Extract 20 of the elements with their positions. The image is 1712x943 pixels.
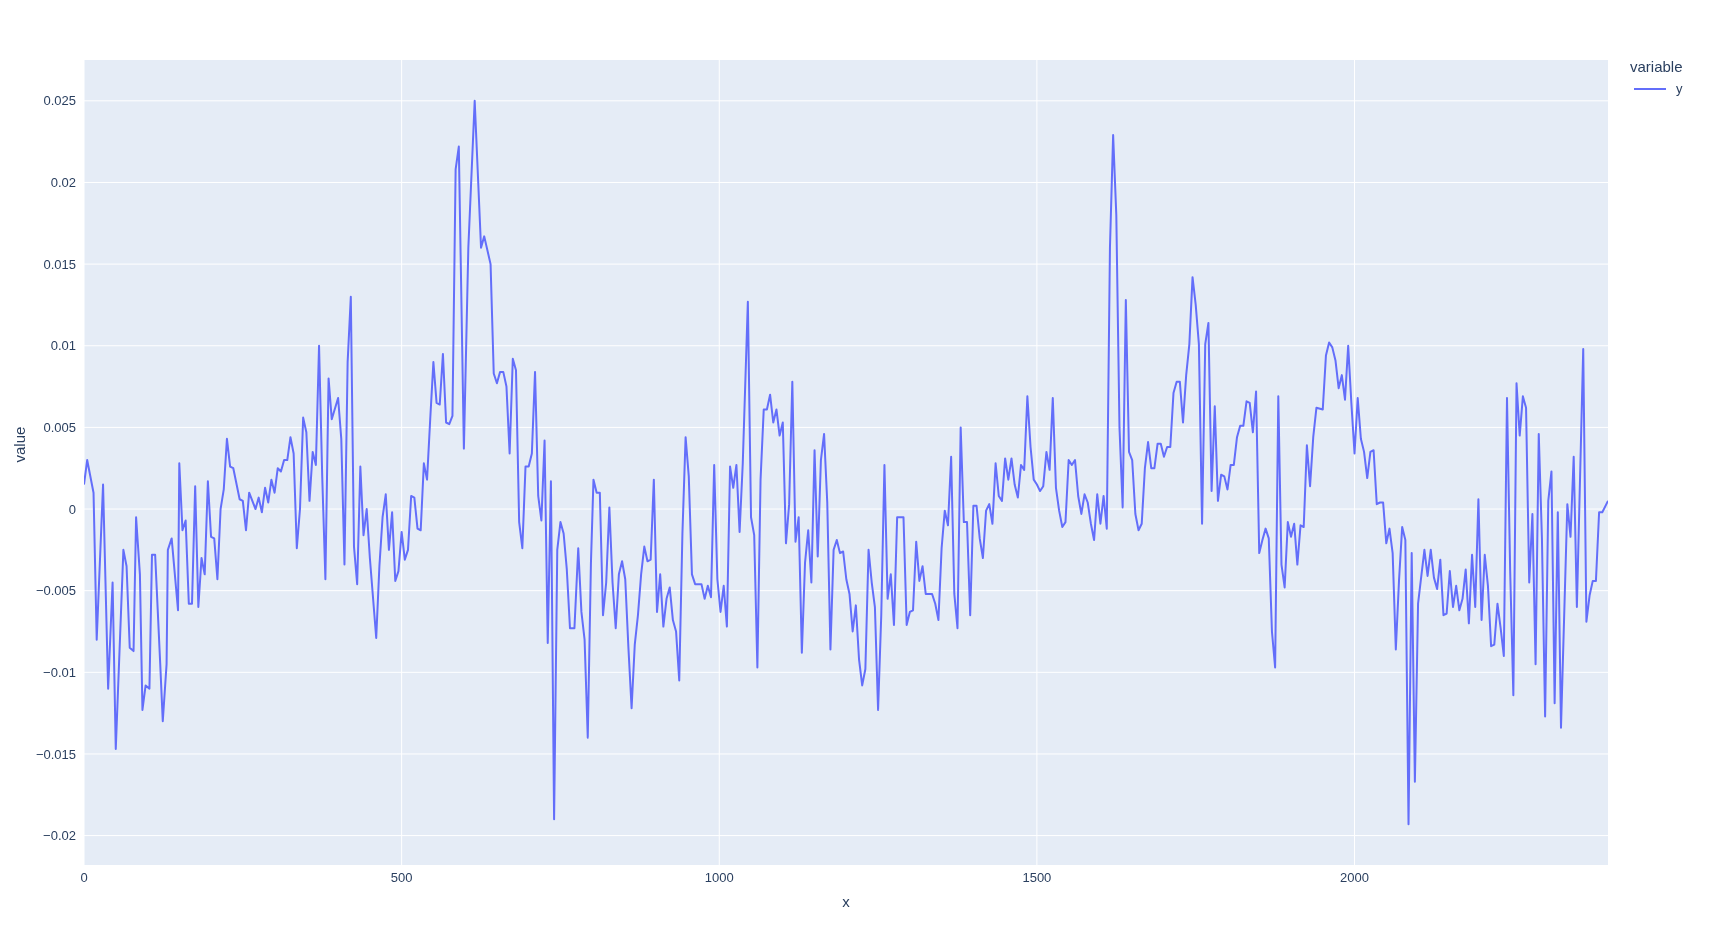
y-tick-label: −0.01 bbox=[43, 664, 76, 680]
y-axis-title: value bbox=[11, 426, 29, 463]
legend-label: y bbox=[1676, 81, 1683, 96]
line-series bbox=[84, 99, 1608, 826]
y-tick-label: 0.02 bbox=[50, 175, 76, 191]
y-tick-label: 0.015 bbox=[43, 256, 76, 272]
x-tick-label: 1500 bbox=[1022, 870, 1052, 886]
x-tick-label: 2000 bbox=[1340, 870, 1369, 886]
y-tick-label: 0 bbox=[68, 501, 76, 517]
y-tick-label: 0.01 bbox=[50, 338, 76, 354]
x-tick-label: 1000 bbox=[704, 870, 734, 886]
legend-title: variable bbox=[1630, 58, 1683, 75]
y-tick-label: 0.025 bbox=[43, 93, 76, 109]
x-axis-title: x bbox=[842, 893, 851, 910]
x-tick-label: 0 bbox=[80, 870, 88, 886]
x-tick-label: 500 bbox=[390, 870, 413, 886]
y-tick-label: −0.015 bbox=[35, 746, 76, 762]
y-tick-label: −0.005 bbox=[35, 583, 76, 599]
y-tick-label: 0.005 bbox=[43, 420, 76, 436]
y-tick-label: −0.02 bbox=[43, 828, 76, 844]
